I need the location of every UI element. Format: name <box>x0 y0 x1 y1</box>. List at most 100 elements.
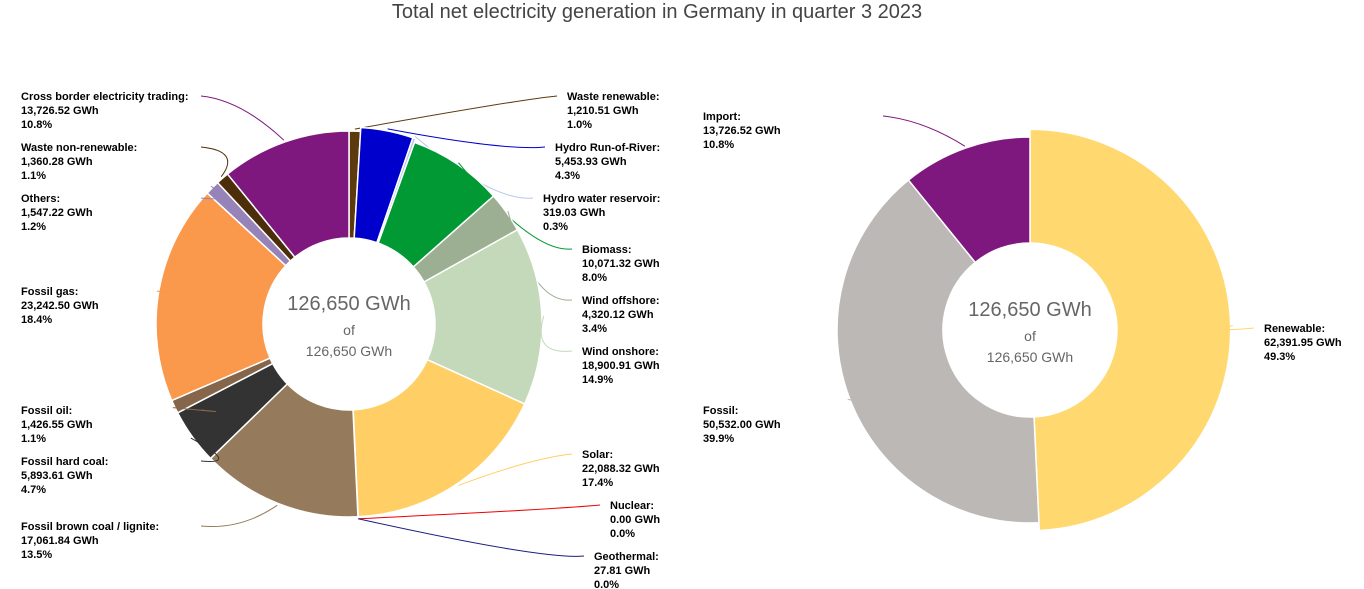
leader-line-import <box>882 115 966 147</box>
label-fossil: Fossil: 50,532.00 GWh 39.9% <box>703 405 781 445</box>
chart-title: Total net electricity generation in Germ… <box>391 1 923 23</box>
label-import: Import: 13,726.52 GWh 10.8% <box>703 111 781 151</box>
label-percent: 10.8% <box>703 139 734 151</box>
label-percent: 17.4% <box>582 477 613 489</box>
label-percent: 10.8% <box>21 119 52 131</box>
label-others: Others: 1,547.22 GWh 1.2% <box>21 193 93 233</box>
label-geothermal: Geothermal: 27.81 GWh 0.0% <box>594 551 659 589</box>
center-total: 126,650 GWh <box>968 299 1091 321</box>
label-name: Solar: <box>582 449 613 461</box>
label-percent: 1.1% <box>21 170 46 182</box>
label-value: 0.00 GWh <box>610 514 660 526</box>
label-fossil-oil: Fossil oil: 1,426.55 GWh 1.1% <box>21 405 93 445</box>
label-value: 1,360.28 GWh <box>21 156 93 168</box>
label-waste-non-renewable: Waste non-renewable: 1,360.28 GWh 1.1% <box>21 142 137 182</box>
label-percent: 1.0% <box>567 119 592 131</box>
label-value: 4,320.12 GWh <box>582 309 654 321</box>
label-percent: 4.7% <box>21 484 46 496</box>
label-percent: 8.0% <box>582 272 607 284</box>
label-value: 5,893.61 GWh <box>21 470 93 482</box>
label-hydro-water-reservoir: Hydro water reservoir: 319.03 GWh 0.3% <box>543 193 660 233</box>
donut-chart-1: Waste renewable: 1,210.51 GWh 1.0% Hydro Ru… <box>21 91 660 589</box>
leader-line-fossil-brown-coal-lignite <box>200 504 278 528</box>
label-waste-renewable: Waste renewable: 1,210.51 GWh 1.0% <box>567 91 660 131</box>
donut-hole <box>943 243 1117 417</box>
label-value: 17,061.84 GWh <box>21 535 99 547</box>
label-percent: 14.9% <box>582 374 613 386</box>
leader-line-fossil-oil <box>172 407 217 413</box>
label-name: Waste renewable: <box>567 91 660 103</box>
label-name: Renewable: <box>1264 323 1325 335</box>
leader-line-fossil-hard-coal <box>190 437 220 463</box>
leader-line-solar <box>458 453 573 486</box>
leader-line-nuclear <box>358 504 601 520</box>
label-name: Cross border electricity trading: <box>21 91 189 103</box>
label-hydro-run-of-river: Hydro Run-of-River: 5,453.93 GWh 4.3% <box>555 142 660 182</box>
center-subtotal: 126,650 GWh <box>987 349 1073 365</box>
label-value: 1,426.55 GWh <box>21 419 93 431</box>
label-percent: 1.1% <box>21 433 46 445</box>
label-percent: 1.2% <box>21 221 46 233</box>
label-value: 22,088.32 GWh <box>582 463 660 475</box>
label-value: 27.81 GWh <box>594 565 651 577</box>
leader-line-renewable <box>1226 324 1255 330</box>
label-value: 1,547.22 GWh <box>21 207 93 219</box>
label-name: Fossil brown coal / lignite: <box>21 521 159 533</box>
label-percent: 4.3% <box>555 170 580 182</box>
label-biomass: Biomass: 10,071.32 GWh 8.0% <box>582 244 660 284</box>
label-percent: 49.3% <box>1264 351 1295 363</box>
label-value: 62,391.95 GWh <box>1264 337 1342 349</box>
leader-line-waste-renewable <box>354 95 558 130</box>
label-name: Waste non-renewable: <box>21 142 137 154</box>
label-name: Fossil oil: <box>21 405 72 417</box>
label-name: Fossil hard coal: <box>21 456 108 468</box>
center-total: 126,650 GWh <box>287 293 410 315</box>
label-name: Wind onshore: <box>582 346 659 358</box>
label-percent: 18.4% <box>21 314 52 326</box>
leader-line-waste-non-renewable <box>200 146 229 178</box>
leader-line-geothermal <box>358 518 585 557</box>
label-percent: 0.3% <box>543 221 568 233</box>
leader-line-biomass <box>458 162 573 250</box>
label-value: 13,726.52 GWh <box>703 125 781 137</box>
label-solar: Solar: 22,088.32 GWh 17.4% <box>582 449 660 489</box>
label-value: 18,900.91 GWh <box>582 360 660 372</box>
label-fossil-hard-coal: Fossil hard coal: 5,893.61 GWh 4.7% <box>21 456 108 496</box>
label-value: 5,453.93 GWh <box>555 156 627 168</box>
label-value: 319.03 GWh <box>543 207 606 219</box>
label-value: 50,532.00 GWh <box>703 419 781 431</box>
center-subtotal: 126,650 GWh <box>306 343 392 359</box>
center-of: of <box>1024 328 1036 344</box>
label-fossil-brown-coal-lignite: Fossil brown coal / lignite: 17,061.84 GW… <box>21 521 159 561</box>
label-name: Wind offshore: <box>582 295 660 307</box>
label-name: Geothermal: <box>594 551 659 563</box>
label-name: Hydro Run-of-River: <box>555 142 660 154</box>
label-name: Biomass: <box>582 244 632 256</box>
leader-line-wind-onshore <box>540 315 573 352</box>
label-name: Others: <box>21 193 60 205</box>
donut-chart-2: Renewable: 62,391.95 GWh 49.3% Fossil: 50,53… <box>703 111 1342 532</box>
label-wind-offshore: Wind offshore: 4,320.12 GWh 3.4% <box>582 295 660 335</box>
label-name: Nuclear: <box>610 500 654 512</box>
label-percent: 39.9% <box>703 433 734 445</box>
label-renewable: Renewable: 62,391.95 GWh 49.3% <box>1264 323 1342 363</box>
label-name: Import: <box>703 111 741 123</box>
center-of: of <box>343 322 355 338</box>
label-name: Fossil: <box>703 405 738 417</box>
label-cross-border-electricity-trading: Cross border electricity trading: 13,726.… <box>21 91 189 131</box>
leader-line-others <box>200 185 225 200</box>
leader-line-fossil <box>847 398 898 412</box>
label-value: 1,210.51 GWh <box>567 105 639 117</box>
leader-line-fossil-gas <box>156 290 215 294</box>
label-nuclear: Nuclear: 0.00 GWh 0.0% <box>610 500 660 540</box>
label-percent: 0.0% <box>594 579 619 589</box>
label-name: Hydro water reservoir: <box>543 193 660 205</box>
donut-hole <box>263 238 435 410</box>
label-value: 10,071.32 GWh <box>582 258 660 270</box>
label-percent: 3.4% <box>582 323 607 335</box>
label-percent: 13.5% <box>21 549 52 561</box>
leader-line-cross-border-electricity-trading <box>200 95 285 141</box>
label-percent: 0.0% <box>610 528 635 540</box>
label-name: Fossil gas: <box>21 286 78 298</box>
